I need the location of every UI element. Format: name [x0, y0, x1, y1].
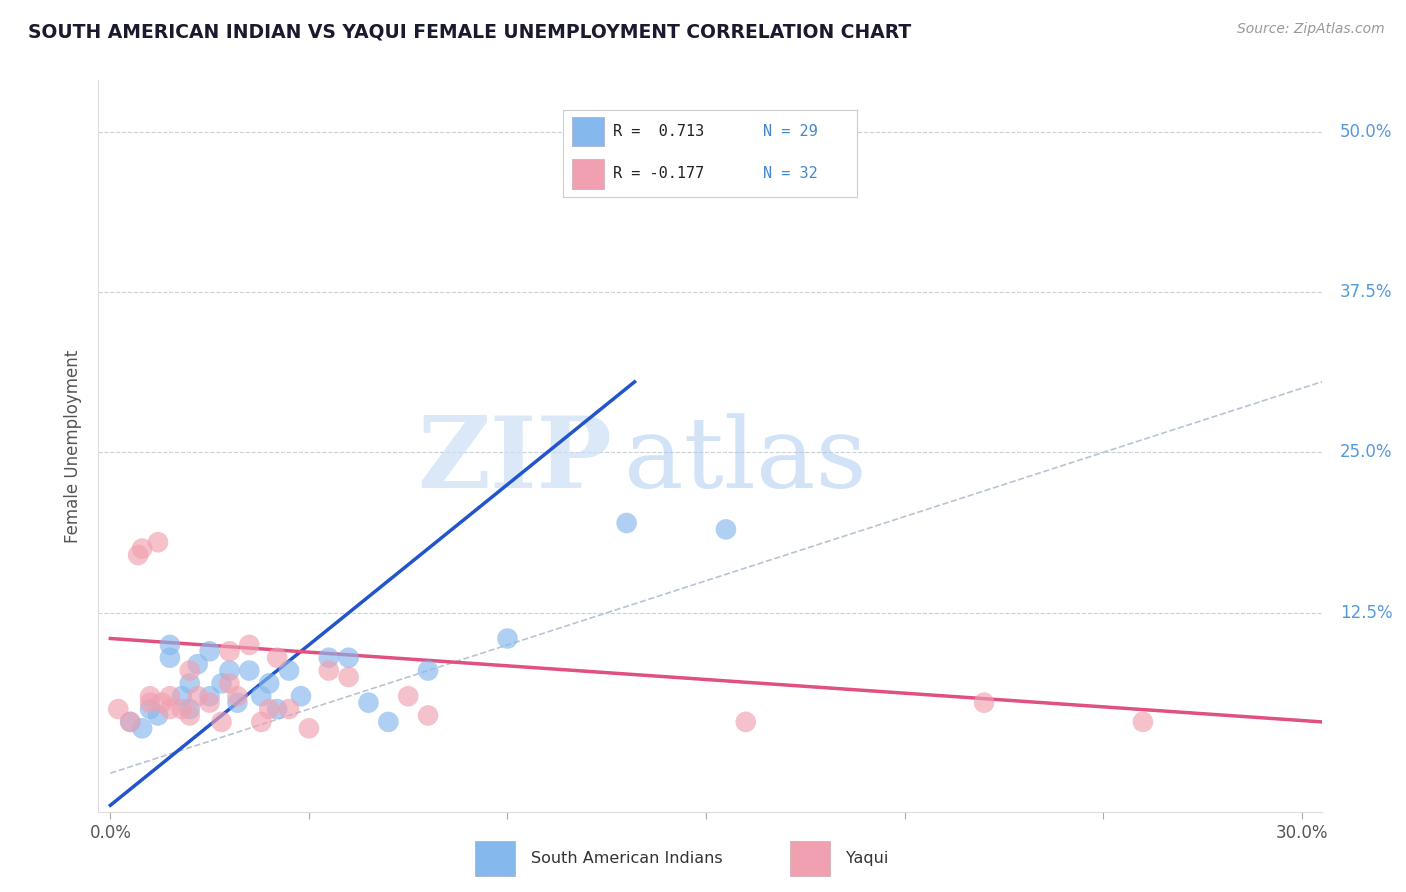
Point	[107, 702, 129, 716]
Point	[187, 657, 209, 672]
Point	[198, 696, 221, 710]
Text: 25.0%: 25.0%	[1340, 443, 1392, 461]
FancyBboxPatch shape	[572, 117, 605, 146]
Point	[159, 690, 181, 704]
Point	[318, 650, 340, 665]
Text: Source: ZipAtlas.com: Source: ZipAtlas.com	[1237, 22, 1385, 37]
Point	[170, 690, 193, 704]
Text: ZIP: ZIP	[418, 412, 612, 509]
FancyBboxPatch shape	[572, 159, 605, 188]
Point	[150, 696, 173, 710]
Point	[734, 714, 756, 729]
Point	[416, 708, 439, 723]
Point	[159, 638, 181, 652]
Text: R =  0.713: R = 0.713	[613, 124, 704, 139]
Point	[357, 696, 380, 710]
Point	[337, 670, 360, 684]
Text: 12.5%: 12.5%	[1340, 604, 1392, 622]
Text: South American Indians: South American Indians	[531, 851, 723, 866]
Point	[290, 690, 312, 704]
Point	[238, 664, 260, 678]
Point	[211, 714, 233, 729]
Point	[211, 676, 233, 690]
Point	[226, 696, 249, 710]
Text: R = -0.177: R = -0.177	[613, 166, 704, 181]
Point	[120, 714, 142, 729]
Point	[179, 708, 201, 723]
Point	[139, 696, 162, 710]
Text: Yaqui: Yaqui	[846, 851, 889, 866]
Point	[416, 664, 439, 678]
Point	[337, 650, 360, 665]
FancyBboxPatch shape	[790, 841, 830, 876]
Text: 37.5%: 37.5%	[1340, 283, 1392, 301]
Point	[131, 541, 153, 556]
Point	[250, 690, 273, 704]
Point	[139, 702, 162, 716]
Point	[396, 690, 419, 704]
Point	[496, 632, 519, 646]
Point	[250, 714, 273, 729]
Point	[179, 664, 201, 678]
Text: SOUTH AMERICAN INDIAN VS YAQUI FEMALE UNEMPLOYMENT CORRELATION CHART: SOUTH AMERICAN INDIAN VS YAQUI FEMALE UN…	[28, 22, 911, 41]
Point	[973, 696, 995, 710]
Point	[218, 664, 240, 678]
Point	[127, 548, 149, 562]
Point	[226, 690, 249, 704]
Text: N = 29: N = 29	[763, 124, 818, 139]
Point	[278, 702, 301, 716]
Point	[278, 664, 301, 678]
Point	[120, 714, 142, 729]
Point	[139, 690, 162, 704]
Point	[218, 644, 240, 658]
Y-axis label: Female Unemployment: Female Unemployment	[65, 350, 83, 542]
Text: 50.0%: 50.0%	[1340, 122, 1392, 141]
Point	[298, 721, 321, 735]
FancyBboxPatch shape	[475, 841, 515, 876]
Point	[146, 708, 169, 723]
Point	[616, 516, 638, 530]
Point	[1132, 714, 1154, 729]
Point	[257, 702, 280, 716]
Point	[159, 702, 181, 716]
Point	[146, 535, 169, 549]
Point	[187, 690, 209, 704]
Point	[218, 676, 240, 690]
Point	[131, 721, 153, 735]
Point	[179, 702, 201, 716]
Point	[198, 690, 221, 704]
Point	[377, 714, 399, 729]
Point	[714, 523, 737, 537]
Text: atlas: atlas	[624, 413, 868, 508]
Text: N = 32: N = 32	[763, 166, 818, 181]
Point	[318, 664, 340, 678]
Point	[238, 638, 260, 652]
Point	[179, 676, 201, 690]
Point	[266, 702, 288, 716]
Point	[170, 702, 193, 716]
Point	[159, 650, 181, 665]
Point	[257, 676, 280, 690]
Point	[266, 650, 288, 665]
Point	[198, 644, 221, 658]
